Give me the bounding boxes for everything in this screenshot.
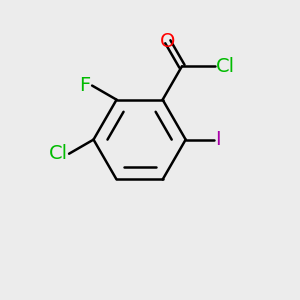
Text: O: O	[160, 32, 176, 51]
Text: Cl: Cl	[49, 144, 68, 163]
Text: I: I	[215, 130, 221, 149]
Text: F: F	[80, 76, 91, 95]
Text: Cl: Cl	[216, 57, 235, 76]
